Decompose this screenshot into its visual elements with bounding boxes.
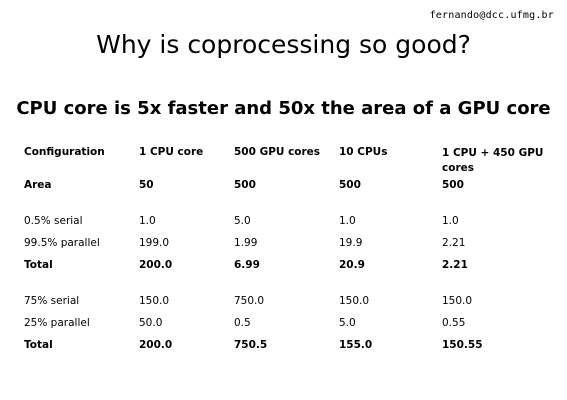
table-cell: 5.0 [339, 317, 356, 329]
table-row: 75% serial 150.0 750.0 150.0 150.0 [24, 295, 552, 317]
table-cell: Total [24, 339, 53, 351]
table-cell: 19.9 [339, 237, 363, 249]
table-cell: 1.99 [234, 237, 258, 249]
table-cell: Area [24, 179, 52, 191]
table-cell: 25% parallel [24, 317, 90, 329]
table-cell: 750.0 [234, 295, 265, 307]
table-cell: 150.0 [139, 295, 170, 307]
column-header: Configuration [24, 146, 105, 158]
table-cell: 1.0 [442, 215, 459, 227]
table-spacer [24, 201, 552, 215]
table-cell: 6.99 [234, 259, 260, 271]
column-header: 1 CPU + 450 GPU cores [442, 147, 544, 174]
table-row: 25% parallel 50.0 0.5 5.0 0.55 [24, 317, 552, 339]
table-cell: 0.55 [442, 317, 466, 329]
table-cell: 2.21 [442, 259, 468, 271]
table-spacer [24, 281, 552, 295]
table-cell: 2.21 [442, 237, 466, 249]
table-cell: 50 [139, 179, 154, 191]
column-header: 500 GPU cores [234, 146, 321, 158]
table-cell: 0.5% serial [24, 215, 83, 227]
table-cell: 500 [234, 179, 256, 191]
slide-title: Why is coprocessing so good? [96, 30, 471, 59]
table-cell: 750.5 [234, 339, 268, 351]
table-row-total: Total 200.0 6.99 20.9 2.21 [24, 259, 552, 281]
table-cell: 1.0 [339, 215, 356, 227]
table-cell: 150.0 [442, 295, 473, 307]
table-cell: 5.0 [234, 215, 251, 227]
table-header-row: Configuration 1 CPU core 500 GPU cores 1… [24, 146, 552, 179]
table-cell: 1.0 [139, 215, 156, 227]
table-cell: 150.0 [339, 295, 370, 307]
author-email: fernando@dcc.ufmg.br [429, 10, 554, 21]
column-header: 10 CPUs [339, 146, 388, 158]
table-row-area: Area 50 500 500 500 [24, 179, 552, 201]
table-cell: 20.9 [339, 259, 365, 271]
table-cell: 500 [339, 179, 361, 191]
table-cell: 200.0 [139, 259, 173, 271]
table-cell: 155.0 [339, 339, 373, 351]
table-cell: 150.55 [442, 339, 483, 351]
column-header: 1 CPU core [139, 146, 204, 158]
comparison-table: Configuration 1 CPU core 500 GPU cores 1… [24, 146, 552, 361]
table-cell: 0.5 [234, 317, 251, 329]
table-row-total: Total 200.0 750.5 155.0 150.55 [24, 339, 552, 361]
table-cell: 50.0 [139, 317, 163, 329]
table-row: 0.5% serial 1.0 5.0 1.0 1.0 [24, 215, 552, 237]
table-cell: 75% serial [24, 295, 80, 307]
table-cell: 200.0 [139, 339, 173, 351]
table-cell: 199.0 [139, 237, 170, 249]
table-row: 99.5% parallel 199.0 1.99 19.9 2.21 [24, 237, 552, 259]
table-cell: 99.5% parallel [24, 237, 100, 249]
slide-subtitle: CPU core is 5x faster and 50x the area o… [16, 98, 551, 119]
table-cell: 500 [442, 179, 464, 191]
table-cell: Total [24, 259, 53, 271]
